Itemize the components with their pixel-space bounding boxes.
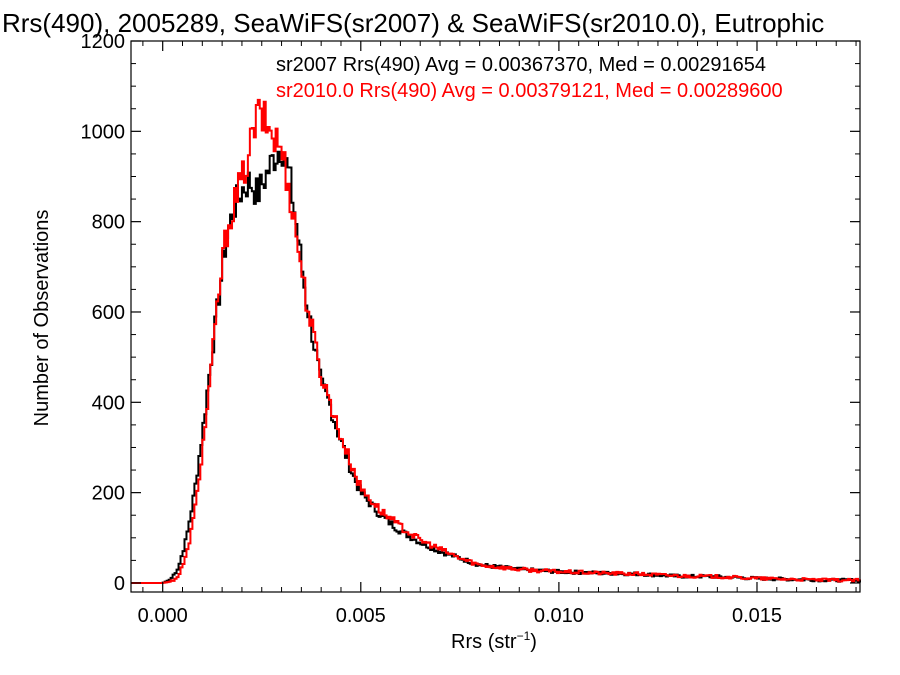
series-line-2	[131, 98, 861, 584]
plot-area	[131, 41, 860, 592]
x-tick-label: 0.010	[534, 605, 584, 627]
x-axis-title-main: Rrs (str	[451, 631, 517, 653]
series-layer	[131, 98, 861, 584]
chart-title: Rrs(490), 2005289, SeaWiFS(sr2007) & Sea…	[2, 8, 824, 38]
y-tick-label: 800	[92, 212, 125, 234]
y-tick-label: 200	[92, 483, 125, 505]
x-axis-title-superscript: −1	[517, 629, 531, 643]
x-tick-label: 0.000	[138, 605, 188, 627]
y-tick-label: 1200	[81, 31, 126, 53]
x-axis-title: Rrs (str−1)	[451, 629, 537, 653]
annotation-sr2010: sr2010.0 Rrs(490) Avg = 0.00379121, Med …	[276, 80, 783, 102]
x-axis-title-close: )	[530, 631, 537, 653]
y-tick-label: 0	[114, 573, 125, 595]
y-axis-title: Number of Observations	[31, 210, 53, 427]
plot-layer	[131, 41, 860, 592]
y-tick-label: 1000	[81, 121, 126, 143]
frame-layer	[130, 40, 861, 593]
x-tick-label: 0.015	[732, 605, 782, 627]
y-tick-label: 400	[92, 392, 125, 414]
x-tick-label: 0.005	[336, 605, 386, 627]
annotation-sr2007: sr2007 Rrs(490) Avg = 0.00367370, Med = …	[276, 54, 766, 76]
tick-layer: 0.000 0.005 0.010 0.015 0 200 400 600 800 1000 120…	[81, 31, 860, 627]
plot-frame	[130, 40, 861, 593]
y-tick-label: 600	[92, 302, 125, 324]
